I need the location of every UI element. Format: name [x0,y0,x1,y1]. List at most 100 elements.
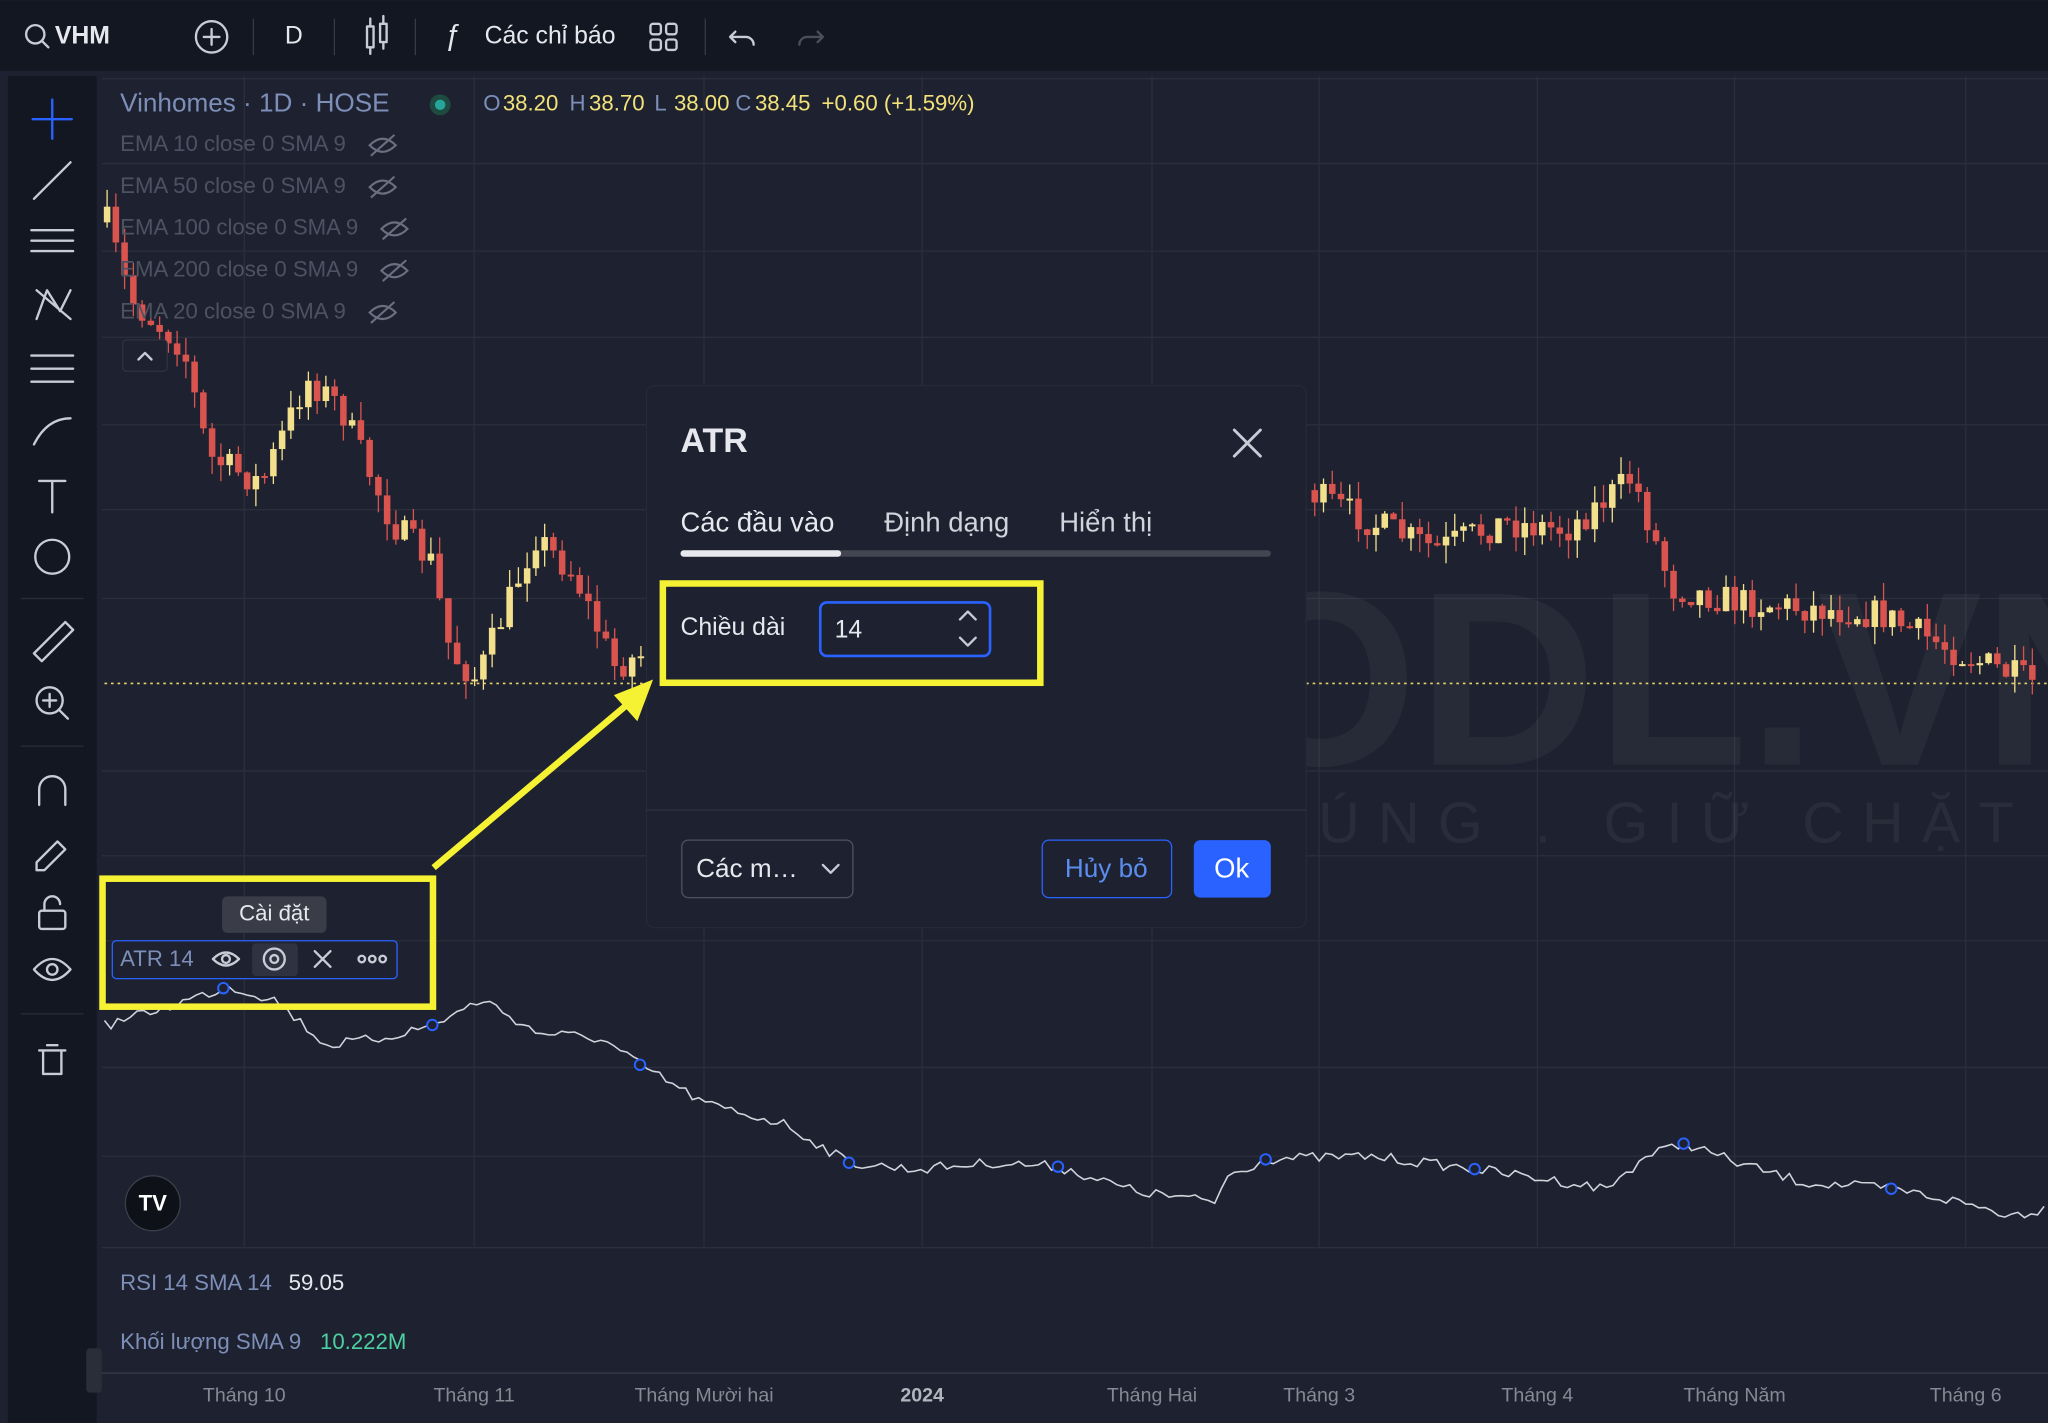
x-axis-label: Tháng 11 [433,1385,514,1407]
candle-body [217,456,225,466]
candle-body [261,476,268,478]
candle-body [550,537,557,551]
cancel-text[interactable]: Hủy bỏ [1065,853,1148,883]
crosshair-tool[interactable] [31,98,74,140]
ohlc: O 38.20 H 38.70 L 38.00 C 38.45 [483,91,810,116]
candle-body [1792,598,1800,612]
trend-line-tool[interactable] [32,161,72,201]
candle-body [401,520,408,540]
ok-button[interactable] [1193,840,1271,898]
hidden-icon[interactable] [368,175,398,199]
atr-marker [1259,1153,1272,1166]
zoom-tool[interactable] [35,686,70,720]
candle-body [2020,660,2027,666]
candle-body [287,407,295,431]
tab[interactable]: Các đầu vào [680,506,834,537]
ok-text[interactable]: Ok [1214,852,1249,883]
candle-body [1337,493,1345,500]
candle-body [1565,533,1572,541]
candle-body [1495,518,1502,544]
template-text[interactable]: Các m… [696,853,798,883]
candle-body [1328,483,1336,494]
candle-body [147,320,155,325]
chart-type[interactable] [365,14,388,56]
x-axis-label: Tháng Hai [1107,1385,1197,1407]
candle-body [173,343,181,355]
ruler-tool[interactable] [32,620,75,663]
text-tool[interactable] [38,479,67,514]
atr-line [103,981,2045,1219]
collapse-button[interactable] [122,339,168,372]
x-axis-label: Tháng 6 [1930,1385,2002,1407]
undo[interactable] [728,30,755,46]
delete-tool[interactable] [38,1044,67,1076]
interval[interactable]: D [285,22,303,49]
dialog-title: ATR [680,422,747,460]
dialog-close[interactable] [1232,428,1262,458]
tab[interactable]: Hiển thị [1059,506,1152,537]
candle-body [1407,527,1415,539]
indicators-button[interactable]: Các chỉ báo [485,22,616,49]
length-value[interactable]: 14 [835,617,863,644]
candle-body [1635,483,1642,492]
candle-body [1372,527,1380,536]
candle-body [1530,523,1537,536]
x-axis-label: Tháng Mười hai [634,1385,773,1407]
lock-drawing-tool[interactable] [35,840,67,872]
ohlc-value: 38.45 [755,91,811,116]
fib-tool[interactable] [30,229,75,253]
candle-body [1967,664,1975,667]
tv-logo[interactable] [124,1175,181,1232]
lock-tool[interactable] [38,895,67,931]
pattern-tool[interactable] [35,289,72,321]
candle-body [331,386,338,396]
template-button[interactable] [681,839,854,899]
candle-body [1504,518,1511,521]
tab[interactable]: Định dạng [884,506,1009,537]
symbol[interactable]: VHM [55,22,110,49]
emoji-tool[interactable] [34,538,71,575]
candle-body [611,638,618,667]
indicators[interactable]: ƒ Các chỉ báo [444,19,615,51]
candle-body [1460,526,1467,531]
candle-body [1679,598,1686,602]
candle-body [1433,543,1441,546]
projection-tool[interactable] [30,354,75,383]
brush-tool[interactable] [32,417,72,446]
atr-more[interactable] [357,954,388,964]
atr-visibility[interactable] [211,951,241,967]
candle-body [1889,610,1896,628]
cancel-button[interactable] [1041,839,1173,899]
tooltip-text: Cài đặt [239,900,309,925]
hidden-icon[interactable] [379,259,409,282]
hidden-icon[interactable] [368,134,398,157]
hide-tool[interactable] [32,957,72,982]
ohlc-key: C [735,91,751,116]
redo[interactable] [798,30,825,46]
hidden-icon[interactable] [379,217,409,241]
atr-marker [633,1058,647,1072]
candle-body [305,380,312,408]
candle-body [1906,626,1914,629]
sidebar-toggle[interactable] [86,1348,102,1393]
candle-body [1539,522,1546,536]
spinner[interactable] [958,610,977,647]
candle-body [515,583,522,587]
highlight-box [659,580,1044,687]
magnet-tool[interactable] [38,774,67,807]
atr-settings[interactable] [262,947,286,971]
candle-body [1827,610,1835,619]
candle-body [1897,610,1905,627]
indicator-label: EMA 50 close 0 SMA 9 [120,173,346,198]
candle-body [1468,524,1476,527]
candle-body [103,206,111,223]
atr-remove[interactable] [313,949,332,969]
symbol-search[interactable]: VHM [24,22,110,49]
add-symbol[interactable] [194,20,229,54]
candle-body [1714,607,1721,612]
candle-body [1626,473,1634,484]
layouts[interactable] [649,22,678,52]
length-input[interactable] [818,601,992,658]
hidden-icon[interactable] [368,301,398,324]
